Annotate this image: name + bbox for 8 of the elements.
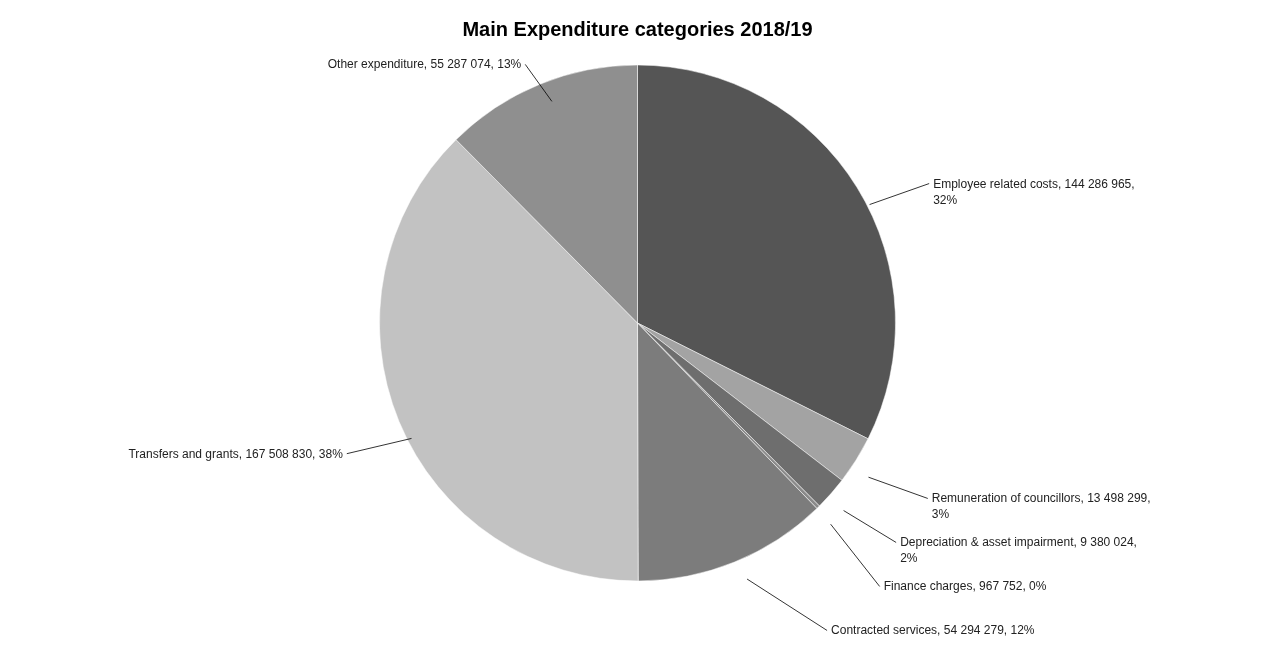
slice-label: Employee related costs, 144 286 965, 32% bbox=[933, 176, 1135, 207]
slice-label: Transfers and grants, 167 508 830, 38% bbox=[128, 446, 344, 461]
slice-label: Depreciation & asset impairment, 9 380 024, 2% bbox=[900, 535, 1137, 566]
chart-title: Main Expenditure categories 2018/19 bbox=[462, 18, 813, 40]
slice-label: Other expenditure, 55 287 074, 13% bbox=[327, 57, 522, 72]
slice-label: Finance charges, 967 752, 0% bbox=[883, 579, 1047, 594]
slice-label: Contracted services, 54 294 279, 12% bbox=[831, 623, 1035, 638]
slice-label: Remuneration of councillors, 13 498 299, 3% bbox=[931, 491, 1151, 522]
